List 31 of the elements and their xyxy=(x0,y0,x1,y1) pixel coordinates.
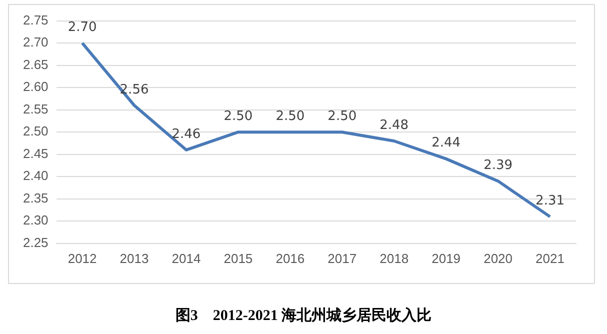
y-tick-label: 2.25 xyxy=(22,234,48,250)
y-tick-label: 2.65 xyxy=(22,56,48,72)
y-tick-label: 2.35 xyxy=(22,190,48,206)
data-label: 2.50 xyxy=(224,108,253,124)
x-tick-label: 2017 xyxy=(328,250,357,266)
y-tick-label: 2.60 xyxy=(22,79,48,94)
data-label: 2.48 xyxy=(380,118,409,133)
x-tick-label: 2018 xyxy=(380,250,409,266)
x-tick-label: 2019 xyxy=(432,250,461,266)
data-label: 2.50 xyxy=(276,108,305,124)
y-tick-label: 2.30 xyxy=(22,212,48,228)
y-tick-label: 2.45 xyxy=(22,146,48,161)
y-tick-label: 2.70 xyxy=(22,34,48,50)
y-tick-label: 2.40 xyxy=(22,168,48,184)
data-label: 2.39 xyxy=(484,158,513,173)
data-label: 2.70 xyxy=(68,20,97,35)
x-tick-label: 2021 xyxy=(536,250,564,266)
y-tick-label: 2.50 xyxy=(22,124,48,139)
x-tick-label: 2014 xyxy=(172,250,201,266)
x-tick-label: 2013 xyxy=(120,250,149,266)
x-tick-label: 2015 xyxy=(224,250,253,266)
x-tick-label: 2020 xyxy=(484,250,513,266)
x-tick-label: 2016 xyxy=(276,250,305,266)
data-label: 2.31 xyxy=(536,194,564,209)
data-label: 2.50 xyxy=(328,108,357,124)
y-tick-label: 2.75 xyxy=(22,12,48,28)
data-label: 2.46 xyxy=(172,126,201,142)
data-label: 2.44 xyxy=(432,136,461,151)
y-tick-label: 2.55 xyxy=(22,101,48,116)
x-tick-label: 2012 xyxy=(68,250,97,266)
text: 图3 2012-2021 海北州城乡居民收入比 xyxy=(174,306,433,325)
